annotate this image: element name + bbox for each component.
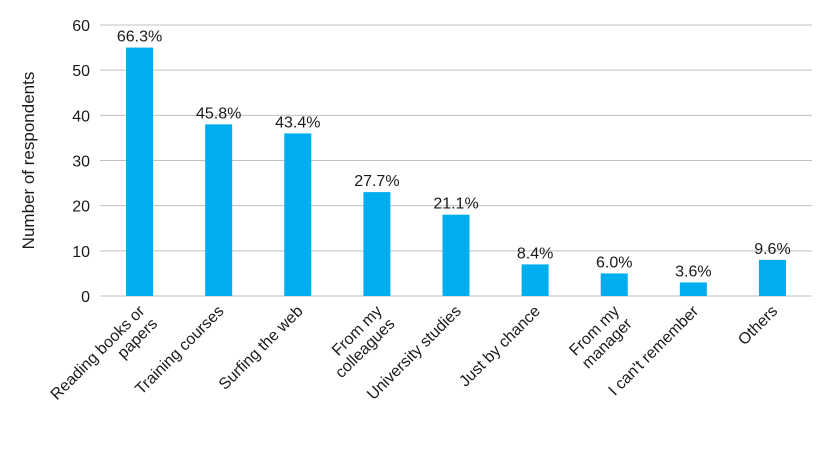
bar [205, 124, 233, 296]
data-label: 9.6% [754, 241, 790, 258]
x-tick-label: Others [735, 303, 781, 349]
x-tick-label: From mymanager [566, 302, 636, 372]
x-tick-label: Surfing the web [216, 303, 307, 394]
data-labels: 66.3% 45.8% 43.4% 27.7% 21.1% 8.4% 6.0% 3.6% 9.6… [117, 29, 791, 281]
bar [442, 214, 470, 296]
data-label: 45.8% [196, 105, 241, 122]
bar [284, 133, 312, 296]
bar [679, 282, 707, 296]
y-axis-title: Number of respondents [19, 72, 38, 250]
x-tick-label: Reading books orpapers [48, 302, 162, 416]
bar [600, 273, 628, 296]
data-label: 8.4% [517, 245, 553, 262]
data-label: 3.6% [675, 263, 711, 280]
bar [363, 192, 391, 296]
y-tick-label: 60 [72, 18, 90, 35]
x-tick-label: Just by chance [456, 303, 544, 391]
data-label: 6.0% [596, 254, 632, 271]
y-tick-label: 0 [81, 289, 90, 306]
x-tick-label-line: Just by chance [456, 303, 544, 391]
y-axis-ticks: 0 10 20 30 40 50 60 [72, 18, 90, 306]
y-tick-label: 30 [72, 154, 90, 171]
data-label: 21.1% [433, 196, 478, 213]
y-tick-label: 40 [72, 108, 90, 125]
bar [521, 264, 549, 296]
data-label: 66.3% [117, 29, 162, 46]
data-label: 43.4% [275, 114, 320, 131]
y-tick-label: 50 [72, 63, 90, 80]
x-tick-label-line: Others [735, 303, 781, 349]
y-tick-label: 20 [72, 199, 90, 216]
data-label: 27.7% [354, 173, 399, 190]
bar [758, 259, 786, 296]
bar [126, 47, 154, 297]
y-tick-label: 10 [72, 244, 90, 261]
x-tick-label-line: Surfing the web [216, 303, 307, 394]
bars [126, 47, 786, 297]
